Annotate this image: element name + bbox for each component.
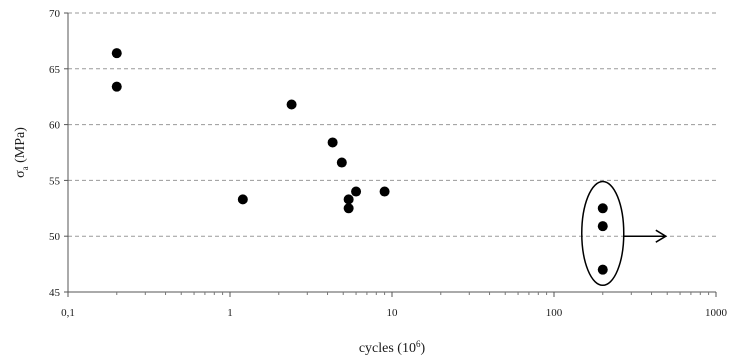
y-tick-label: 60 bbox=[49, 120, 61, 132]
data-point bbox=[343, 194, 354, 205]
y-axis-title: σa (MPa) bbox=[13, 127, 30, 178]
y-tick-label: 45 bbox=[49, 287, 61, 299]
data-point bbox=[597, 264, 608, 275]
y-tick-label: 50 bbox=[49, 231, 61, 243]
x-axis-title: cycles (106) bbox=[359, 339, 426, 356]
data-point bbox=[379, 186, 390, 197]
x-tick-label: 10 bbox=[387, 307, 399, 319]
x-tick-label: 100 bbox=[546, 307, 563, 319]
data-point bbox=[237, 194, 248, 205]
y-tick-label: 70 bbox=[49, 8, 61, 20]
data-point bbox=[286, 99, 297, 110]
data-point bbox=[336, 157, 347, 168]
x-tick-label: 0,1 bbox=[61, 307, 75, 319]
x-tick-label: 1 bbox=[227, 307, 233, 319]
data-point bbox=[111, 48, 122, 59]
data-point bbox=[597, 221, 608, 232]
y-tick-label: 55 bbox=[49, 175, 61, 187]
x-tick-label: 1000 bbox=[705, 307, 728, 319]
data-point bbox=[111, 81, 122, 92]
data-point bbox=[343, 203, 354, 214]
runout-ellipse bbox=[581, 180, 625, 287]
data-point bbox=[597, 203, 608, 214]
data-point bbox=[351, 186, 362, 197]
runout-arrow-head bbox=[655, 229, 668, 243]
data-point bbox=[327, 137, 338, 148]
y-tick-label: 65 bbox=[49, 64, 61, 76]
